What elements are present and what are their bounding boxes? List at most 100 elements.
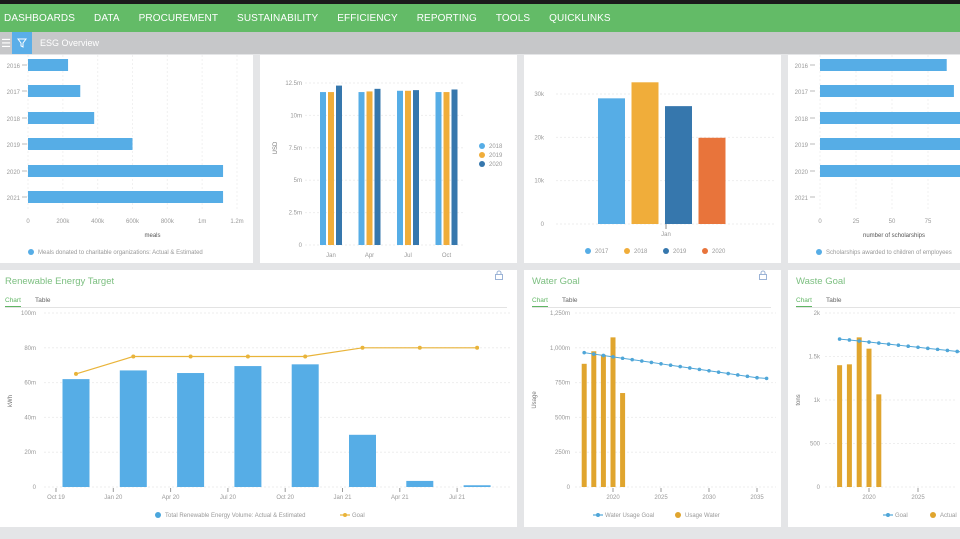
x-tick-label: 75 <box>925 219 932 225</box>
y-tick-label: 2021 <box>795 196 809 202</box>
goal-point <box>916 345 920 350</box>
nav-sustainability[interactable]: SUSTAINABILITY <box>237 12 319 24</box>
y-tick-label: 1.5k <box>809 355 821 361</box>
bar <box>451 89 458 245</box>
y-tick-label: 40m <box>24 415 36 421</box>
goal-point <box>659 362 663 366</box>
y-axis-label: tons <box>796 394 802 405</box>
tab-bar: Chart Table <box>796 296 960 308</box>
goal-point <box>649 360 654 365</box>
lock-icon[interactable] <box>758 270 768 280</box>
y-tick-label: 2016 <box>7 64 21 70</box>
y-tick-label: 0 <box>33 485 37 491</box>
filter-icon <box>17 38 27 48</box>
y-tick-label: 1k <box>814 398 821 404</box>
tab-chart[interactable]: Chart <box>5 297 21 307</box>
legend-label: Scholarships awarded to children of empl… <box>826 250 952 256</box>
bar <box>28 165 224 177</box>
nav-dashboards[interactable]: DASHBOARDS <box>4 12 76 24</box>
y-axis-label: USD <box>273 141 279 154</box>
goal-point <box>755 375 759 380</box>
bar <box>876 394 882 487</box>
goal-point <box>417 345 422 350</box>
y-tick-label: 2020 <box>795 170 809 176</box>
y-tick-label: 0 <box>817 485 821 491</box>
lock-icon[interactable] <box>494 270 504 280</box>
x-tick-label: 2025 <box>911 495 925 501</box>
legend-marker <box>28 249 34 255</box>
x-tick-label: 400k <box>91 219 105 225</box>
bar <box>435 92 442 246</box>
goal-point <box>745 374 750 379</box>
bar <box>28 138 133 150</box>
goal-point <box>877 341 881 345</box>
tab-table[interactable]: Table <box>826 297 842 304</box>
goal-point <box>303 354 308 359</box>
nav-reporting[interactable]: REPORTING <box>416 12 477 24</box>
x-tick-label: 2035 <box>750 495 764 501</box>
bar <box>405 90 411 245</box>
tab-bar: Chart Table <box>532 296 771 308</box>
bar <box>837 365 843 487</box>
y-tick-label: 100m <box>21 311 36 317</box>
y-tick-label: 1,250m <box>550 311 570 317</box>
filter-button[interactable] <box>12 32 32 54</box>
goal-point <box>926 346 930 351</box>
x-tick-label: 600k <box>126 219 140 225</box>
x-tick-label: Apr <box>365 253 374 259</box>
goal-point <box>886 342 891 346</box>
y-tick-label: 0 <box>567 485 571 491</box>
bar <box>698 137 726 224</box>
y-tick-label: 750m <box>555 381 570 387</box>
legend-label: Goal <box>352 513 365 519</box>
legend-label: Meals donated to charitable organization… <box>38 250 203 256</box>
legend-marker <box>596 513 600 517</box>
bar <box>28 112 95 124</box>
goal-point <box>188 354 193 359</box>
tab-table[interactable]: Table <box>562 297 578 304</box>
y-tick-label: 60m <box>24 381 36 387</box>
y-tick-label: 2016 <box>795 64 809 70</box>
nav-quicklinks[interactable]: QUICKLINKS <box>549 12 611 24</box>
scholarships-panel: 0 25 50 75 2016 2017 2018 2019 2020 2021 number of… <box>788 55 960 263</box>
nav-efficiency[interactable]: EFFICIENCY <box>337 12 398 24</box>
legend-label: Actual <box>940 513 957 519</box>
nav-tools[interactable]: TOOLS <box>495 12 531 24</box>
y-tick-label: 2017 <box>7 90 21 96</box>
hamburger-icon[interactable]: ☰ <box>1 37 11 50</box>
tab-chart[interactable]: Chart <box>796 297 812 307</box>
bar <box>320 92 326 246</box>
goal-point <box>857 339 861 343</box>
legend-marker <box>479 152 485 158</box>
tab-chart[interactable]: Chart <box>532 297 548 307</box>
goal-point <box>736 373 740 377</box>
meals-panel: 0 200k 400k 600k 800k 1m 1.2m 2016 2017 2018 2019 2… <box>0 55 253 263</box>
nav-data[interactable]: DATA <box>94 12 120 24</box>
toolbar: ☰ ESG Overview <box>0 32 960 54</box>
legend-marker <box>675 512 681 518</box>
legend-label: Total Renewable Energy Volume: Actual & … <box>165 513 305 519</box>
tab-table[interactable]: Table <box>35 297 51 304</box>
y-tick-label: 0 <box>541 222 545 228</box>
y-tick-label: 2.5m <box>289 211 302 217</box>
bar <box>397 90 403 245</box>
goal-point <box>867 340 871 344</box>
bar <box>866 348 872 487</box>
goal-point <box>847 338 852 342</box>
bar <box>591 351 597 487</box>
x-tick-label: 1.2m <box>230 219 243 225</box>
bar <box>598 98 625 224</box>
tab-bar: Chart Table <box>5 296 507 308</box>
y-tick-label: 250m <box>555 450 570 456</box>
goal-point <box>630 357 634 362</box>
bar <box>820 138 960 150</box>
x-tick-label: Jan 20 <box>104 495 123 501</box>
goal-point <box>592 352 596 356</box>
renewable-chart: 0 20m 40m 60m 80m 100m kWh Oct 19 Jan 20 Apr 20 Ju… <box>8 311 510 519</box>
bar <box>28 59 69 71</box>
y-tick-label: 500 <box>810 442 821 448</box>
bar <box>234 366 262 487</box>
goal-point <box>955 349 959 354</box>
nav-procurement[interactable]: PROCUREMENT <box>138 12 219 24</box>
y-tick-label: 30k <box>534 92 545 98</box>
